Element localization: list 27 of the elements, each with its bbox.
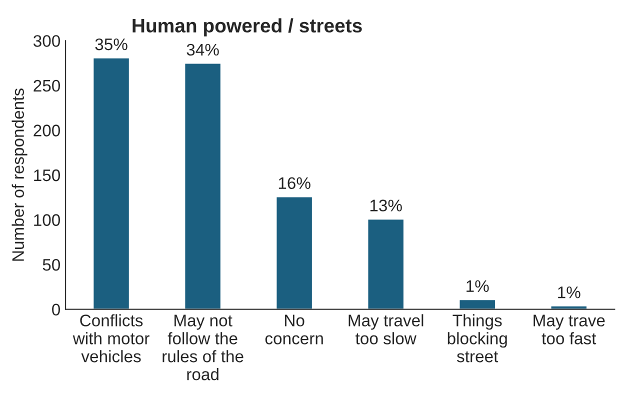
- x-tick-label: May travel too slow: [348, 314, 424, 344]
- annotation: 34%: [186, 44, 219, 56]
- x-tick-label: May not follow the rules of the road: [162, 314, 244, 380]
- bar: [458, 298, 496, 310]
- annotation: 16%: [278, 177, 310, 190]
- x-tick-label: Conflicts with motor vehicles: [72, 314, 150, 362]
- y-axis-title: Number of respondents: [12, 88, 28, 261]
- y-tick-label: 0: [52, 304, 60, 316]
- x-tick-label: Things blocking street: [448, 314, 507, 362]
- annotation: 13%: [370, 200, 402, 212]
- x-tick-label: May trave too fast: [534, 314, 605, 344]
- bar: [92, 57, 130, 310]
- annotation: 1%: [466, 280, 489, 292]
- x-tick-label: No concern: [265, 314, 323, 344]
- annotation: 35%: [95, 38, 128, 50]
- annotation: 1%: [558, 286, 580, 298]
- bar: [366, 218, 405, 310]
- y-tick-label: 150: [34, 169, 60, 182]
- bar: [275, 196, 314, 310]
- y-tick-label: 250: [34, 80, 60, 92]
- y-tick-label: 200: [34, 124, 60, 136]
- y-tick-label: 100: [34, 214, 60, 226]
- y-tick-label: 50: [42, 258, 60, 271]
- chart-title: Human powered / streets: [132, 18, 362, 36]
- bar: [184, 62, 222, 310]
- y-tick-label: 300: [33, 35, 60, 47]
- bar: [550, 305, 588, 310]
